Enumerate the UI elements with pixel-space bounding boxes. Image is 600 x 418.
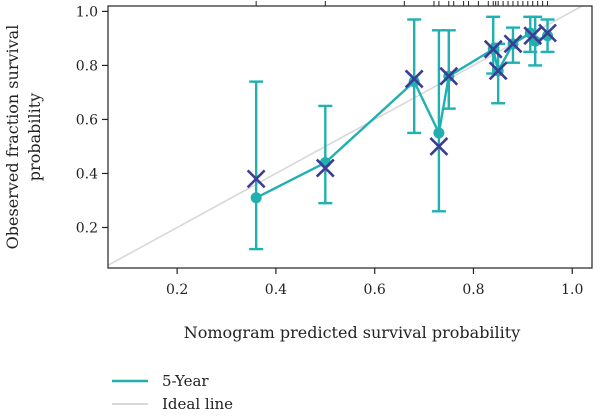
legend-label-ideal-line: Ideal line [162, 395, 233, 413]
plot-frame [107, 5, 593, 269]
cross-marker-stroke [246, 169, 266, 189]
cross-marker [315, 158, 335, 178]
cross-marker [503, 34, 523, 54]
x-axis-title: Nomogram predicted survival probability [184, 323, 521, 342]
data-point [250, 192, 262, 204]
data-point [542, 30, 554, 42]
data-point [433, 127, 445, 139]
y-axis-title-line-1: Obeserved fraction survival [3, 25, 22, 250]
x-tick-label: 0.2 [166, 282, 188, 298]
cross-marker [429, 137, 449, 156]
x-tick-label: 1.0 [561, 282, 583, 298]
cross-marker [246, 169, 266, 189]
series-line-5-year [255, 31, 549, 199]
x-tick-label: 0.8 [462, 282, 484, 298]
cross-marker-stroke [439, 66, 459, 86]
cross-marker-stroke [503, 34, 523, 54]
x-tick-label: 0.6 [364, 282, 386, 298]
cross-marker [538, 23, 557, 43]
legend-label-5-year: 5-Year [162, 372, 209, 390]
y-axis-title-line-2: probability [25, 93, 44, 181]
y-tick-label: 0.6 [76, 112, 98, 128]
y-tick-label: 0.8 [76, 58, 98, 74]
cross-marker-stroke [488, 61, 508, 81]
cross-marker [439, 66, 459, 86]
cross-marker [488, 61, 508, 81]
cross-marker-stroke [404, 69, 424, 89]
cross-marker-stroke [538, 23, 557, 43]
y-tick-label: 1.0 [76, 4, 98, 20]
cross-marker-stroke [523, 26, 543, 46]
cross-marker-stroke [315, 158, 335, 178]
cross-marker-stroke [429, 137, 449, 156]
cross-marker-stroke [483, 39, 503, 59]
cross-marker [483, 39, 503, 59]
y-tick-label: 0.4 [76, 166, 98, 182]
data-point [529, 35, 541, 47]
legend: 5-Year Ideal line [112, 372, 233, 413]
cross-marker [523, 26, 543, 46]
cross-marker [404, 69, 424, 89]
data-point [408, 76, 420, 88]
x-tick-label: 0.4 [265, 282, 287, 298]
y-tick-label: 0.2 [76, 220, 98, 236]
